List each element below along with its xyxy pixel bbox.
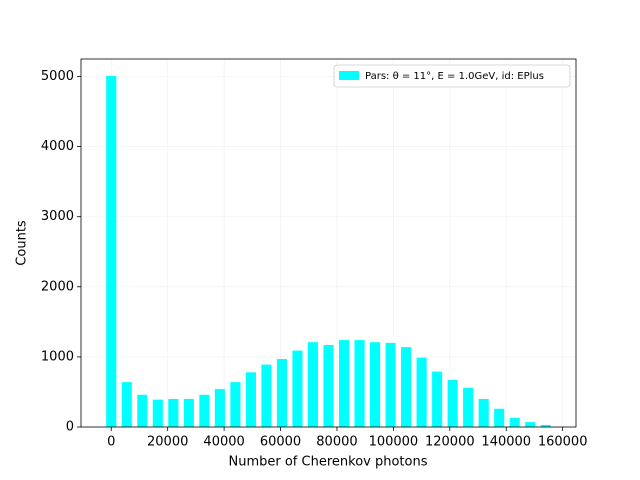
x-tick-label: 100000 bbox=[369, 435, 419, 450]
bar bbox=[354, 340, 365, 427]
x-tick-label: 20000 bbox=[147, 435, 188, 450]
bar bbox=[168, 398, 179, 427]
y-tick-label: 5000 bbox=[41, 69, 74, 84]
bar bbox=[323, 344, 334, 427]
bar bbox=[214, 389, 225, 427]
bar bbox=[292, 350, 303, 427]
y-tick-label: 0 bbox=[66, 420, 74, 435]
x-tick-label: 60000 bbox=[260, 435, 301, 450]
x-tick-label: 40000 bbox=[203, 435, 244, 450]
bar bbox=[245, 372, 256, 427]
y-tick-label: 2000 bbox=[41, 279, 74, 294]
grid bbox=[81, 59, 576, 428]
x-tick-label: 140000 bbox=[481, 435, 531, 450]
bar bbox=[401, 347, 412, 427]
x-tick-label: 0 bbox=[107, 435, 115, 450]
plot-frame bbox=[80, 58, 577, 428]
y-tick-label: 4000 bbox=[41, 139, 74, 154]
y-axis-label: Counts bbox=[15, 220, 30, 266]
legend-swatch bbox=[339, 71, 359, 80]
x-tick-label: 80000 bbox=[316, 435, 357, 450]
bar bbox=[385, 342, 396, 427]
bar bbox=[432, 371, 443, 427]
bar bbox=[447, 380, 458, 427]
bar bbox=[276, 359, 287, 427]
x-tick-label: 160000 bbox=[538, 435, 588, 450]
bar bbox=[106, 75, 117, 427]
bar bbox=[199, 394, 210, 427]
y-tick-label: 1000 bbox=[41, 349, 74, 364]
bar bbox=[338, 340, 350, 427]
x-tick-label: 120000 bbox=[425, 435, 475, 450]
bar bbox=[121, 382, 132, 427]
bar bbox=[137, 394, 148, 427]
legend: Pars: θ = 11°, E = 1.0GeV, id: EPlus bbox=[333, 64, 571, 88]
bar bbox=[183, 398, 194, 427]
bar bbox=[230, 382, 241, 427]
bar bbox=[540, 424, 551, 427]
bar bbox=[307, 342, 319, 427]
legend-box bbox=[333, 64, 571, 88]
bar bbox=[525, 422, 536, 427]
bar bbox=[509, 417, 520, 427]
bar bbox=[416, 357, 427, 427]
bar bbox=[463, 387, 474, 427]
bar bbox=[478, 398, 489, 427]
legend-label: Pars: θ = 11°, E = 1.0GeV, id: EPlus bbox=[365, 71, 544, 82]
bar bbox=[494, 408, 505, 427]
bar bbox=[370, 342, 381, 427]
x-axis-label: Number of Cherenkov photons bbox=[229, 455, 428, 470]
bar bbox=[261, 364, 272, 427]
bar bbox=[152, 399, 163, 427]
y-tick-label: 3000 bbox=[41, 209, 74, 224]
